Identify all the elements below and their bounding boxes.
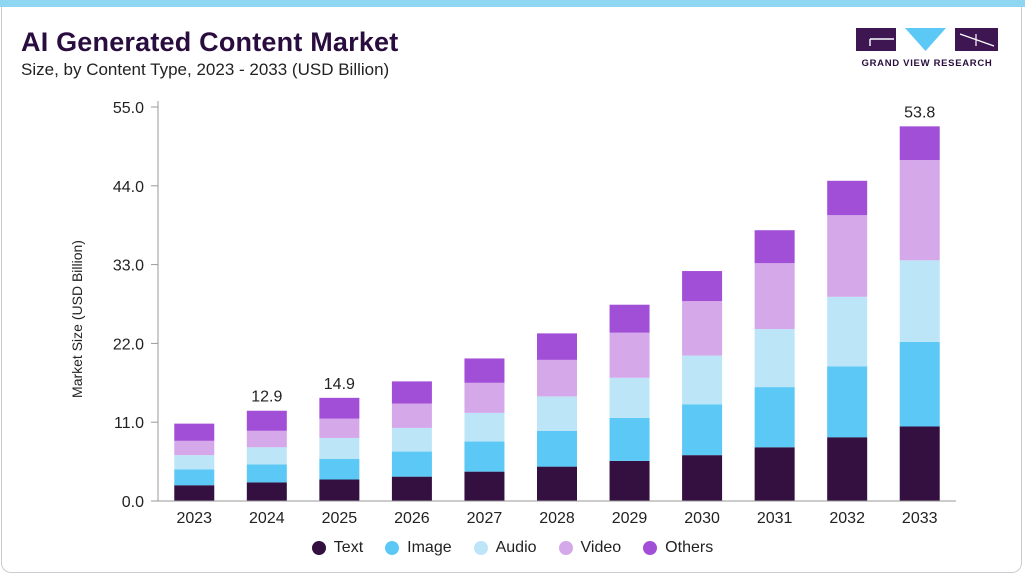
accent-top-bar bbox=[0, 0, 1025, 7]
x-tick-label: 2033 bbox=[902, 510, 938, 527]
logo-text: GRAND VIEW RESEARCH bbox=[861, 58, 993, 69]
bar-segment-video-2031[interactable] bbox=[754, 263, 795, 330]
bar-segment-video-2027[interactable] bbox=[464, 382, 505, 413]
bar-segment-audio-2030[interactable] bbox=[682, 355, 723, 405]
bar-segment-text-2023[interactable] bbox=[174, 485, 215, 501]
bar-segment-video-2030[interactable] bbox=[682, 301, 723, 356]
legend-label: Text bbox=[333, 539, 364, 556]
bar-segment-others-2025[interactable] bbox=[319, 397, 360, 419]
x-tick-label: 2023 bbox=[176, 510, 212, 527]
x-tick-label: 2025 bbox=[322, 510, 358, 527]
legend-item-text[interactable]: Text bbox=[311, 539, 364, 557]
bar-segment-image-2028[interactable] bbox=[537, 430, 577, 467]
bar-segment-video-2029[interactable] bbox=[609, 332, 650, 378]
legend-label: Video bbox=[580, 539, 622, 556]
bar-segment-image-2027[interactable] bbox=[464, 441, 505, 472]
x-tick-label: 2024 bbox=[249, 510, 285, 527]
bar-segment-audio-2025[interactable] bbox=[319, 437, 360, 459]
y-tick-label: 22.0 bbox=[113, 336, 144, 353]
bar-segment-others-2032[interactable] bbox=[827, 180, 868, 216]
y-tick-label: 44.0 bbox=[113, 179, 144, 196]
bar-segment-video-2023[interactable] bbox=[174, 440, 215, 456]
bar-segment-video-2026[interactable] bbox=[391, 403, 432, 428]
legend-label: Others bbox=[665, 539, 714, 556]
bar-segment-image-2031[interactable] bbox=[754, 387, 795, 448]
x-tick-label: 2032 bbox=[829, 510, 865, 527]
legend-swatch-icon bbox=[311, 541, 326, 555]
bar-segment-audio-2027[interactable] bbox=[464, 412, 505, 442]
bar-segment-others-2030[interactable] bbox=[682, 271, 723, 302]
x-tick-label: 2031 bbox=[757, 510, 793, 527]
bar-segment-others-2026[interactable] bbox=[391, 381, 432, 404]
bar-segment-others-2029[interactable] bbox=[609, 304, 650, 333]
chart-subtitle: Size, by Content Type, 2023 - 2033 (USD … bbox=[21, 60, 390, 79]
bar-segment-video-2032[interactable] bbox=[827, 215, 868, 297]
legend-label: Image bbox=[407, 539, 452, 556]
bar-segment-audio-2032[interactable] bbox=[827, 296, 868, 367]
bar-segment-others-2027[interactable] bbox=[464, 358, 505, 383]
y-tick-label: 11.0 bbox=[114, 415, 144, 432]
data-label-2033: 53.8 bbox=[904, 104, 935, 121]
chart-legend: Text Image Audio Video Others bbox=[0, 537, 1025, 559]
y-axis-title: Market Size (USD Billion) bbox=[69, 240, 85, 398]
x-tick-label: 2029 bbox=[612, 510, 648, 527]
bar-segment-others-2024[interactable] bbox=[246, 410, 287, 431]
bar-segment-image-2030[interactable] bbox=[682, 404, 723, 456]
bar-segment-text-2032[interactable] bbox=[827, 437, 868, 501]
legend-item-video[interactable]: Video bbox=[558, 539, 622, 557]
bar-segment-others-2023[interactable] bbox=[174, 423, 215, 441]
bar-segment-video-2028[interactable] bbox=[537, 359, 577, 397]
legend-swatch-icon bbox=[558, 541, 573, 555]
x-tick-label: 2030 bbox=[684, 510, 720, 527]
bar-segment-text-2026[interactable] bbox=[391, 476, 432, 501]
bar-segment-image-2032[interactable] bbox=[827, 366, 868, 438]
chart-title: AI Generated Content Market bbox=[21, 27, 399, 57]
legend-swatch-icon bbox=[643, 541, 658, 555]
legend-label: Audio bbox=[495, 539, 537, 556]
bar-segment-image-2029[interactable] bbox=[609, 417, 650, 461]
bar-segment-text-2030[interactable] bbox=[682, 455, 723, 501]
grand-view-research-logo-icon bbox=[856, 28, 998, 51]
x-tick-label: 2026 bbox=[394, 510, 430, 527]
bar-segment-image-2025[interactable] bbox=[319, 458, 360, 480]
data-label-2024: 12.9 bbox=[251, 389, 282, 406]
bar-segment-text-2025[interactable] bbox=[319, 479, 360, 501]
bar-segment-others-2033[interactable] bbox=[899, 126, 940, 161]
bar-segment-text-2027[interactable] bbox=[464, 471, 505, 501]
legend-swatch-icon bbox=[385, 541, 400, 555]
bar-segment-audio-2029[interactable] bbox=[609, 377, 650, 418]
bar-segment-video-2033[interactable] bbox=[899, 160, 940, 261]
bar-segment-others-2031[interactable] bbox=[754, 230, 795, 264]
x-tick-label: 2028 bbox=[539, 510, 575, 527]
bar-segment-text-2028[interactable] bbox=[537, 466, 577, 501]
y-tick-label: 0.0 bbox=[122, 494, 144, 511]
bar-segment-audio-2031[interactable] bbox=[754, 329, 795, 388]
bar-segment-audio-2026[interactable] bbox=[391, 427, 432, 452]
bar-segment-image-2024[interactable] bbox=[246, 464, 287, 483]
bar-segment-video-2025[interactable] bbox=[319, 418, 360, 438]
bar-segment-image-2026[interactable] bbox=[391, 451, 432, 477]
bar-segment-text-2033[interactable] bbox=[899, 426, 940, 501]
bar-segment-video-2024[interactable] bbox=[246, 430, 287, 448]
legend-swatch-icon bbox=[473, 541, 488, 555]
y-tick-label: 55.0 bbox=[113, 100, 144, 117]
legend-item-others[interactable]: Others bbox=[643, 539, 713, 557]
bar-segment-audio-2023[interactable] bbox=[174, 455, 215, 470]
x-tick-label: 2027 bbox=[467, 510, 503, 527]
bar-segment-text-2031[interactable] bbox=[754, 447, 795, 501]
bar-segment-image-2033[interactable] bbox=[899, 341, 940, 427]
bar-segment-audio-2024[interactable] bbox=[246, 447, 287, 465]
bar-segment-image-2023[interactable] bbox=[174, 469, 215, 486]
bar-segment-others-2028[interactable] bbox=[537, 333, 577, 360]
bar-segment-text-2024[interactable] bbox=[246, 482, 287, 501]
legend-item-image[interactable]: Image bbox=[385, 539, 452, 557]
bar-segment-audio-2033[interactable] bbox=[899, 260, 940, 342]
legend-item-audio[interactable]: Audio bbox=[473, 539, 537, 557]
data-label-2025: 14.9 bbox=[324, 376, 355, 393]
y-tick-label: 33.0 bbox=[113, 258, 144, 275]
bar-segment-audio-2028[interactable] bbox=[537, 396, 577, 431]
bar-segment-text-2029[interactable] bbox=[609, 460, 650, 501]
